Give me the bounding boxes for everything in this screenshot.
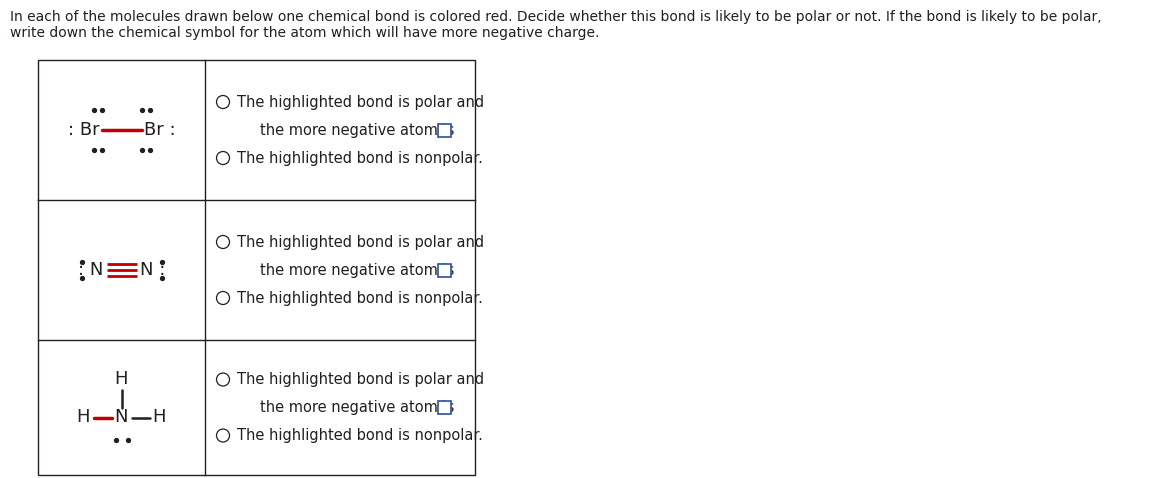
Text: N :: N : xyxy=(139,261,165,279)
Text: the more negative atom is: the more negative atom is xyxy=(260,122,454,138)
Text: The highlighted bond is nonpolar.: The highlighted bond is nonpolar. xyxy=(237,291,483,305)
Text: The highlighted bond is nonpolar.: The highlighted bond is nonpolar. xyxy=(237,151,483,165)
Text: the more negative atom is: the more negative atom is xyxy=(260,400,454,415)
Text: H: H xyxy=(77,409,91,426)
Text: H: H xyxy=(115,370,128,389)
Bar xyxy=(38,60,475,475)
Text: : Br: : Br xyxy=(67,121,100,139)
Text: write down the chemical symbol for the atom which will have more negative charge: write down the chemical symbol for the a… xyxy=(10,26,600,40)
Text: the more negative atom is: the more negative atom is xyxy=(260,262,454,278)
Text: The highlighted bond is polar and: The highlighted bond is polar and xyxy=(237,95,485,109)
Text: The highlighted bond is polar and: The highlighted bond is polar and xyxy=(237,235,485,250)
Bar xyxy=(438,263,451,276)
Text: H: H xyxy=(152,409,166,426)
Bar xyxy=(438,123,451,137)
Text: The highlighted bond is polar and: The highlighted bond is polar and xyxy=(237,372,485,387)
Text: The highlighted bond is nonpolar.: The highlighted bond is nonpolar. xyxy=(237,428,483,443)
Text: In each of the molecules drawn below one chemical bond is colored red. Decide wh: In each of the molecules drawn below one… xyxy=(10,10,1102,24)
Text: : N: : N xyxy=(78,261,103,279)
Text: N: N xyxy=(115,409,128,426)
Text: Br :: Br : xyxy=(143,121,175,139)
Bar xyxy=(438,401,451,414)
